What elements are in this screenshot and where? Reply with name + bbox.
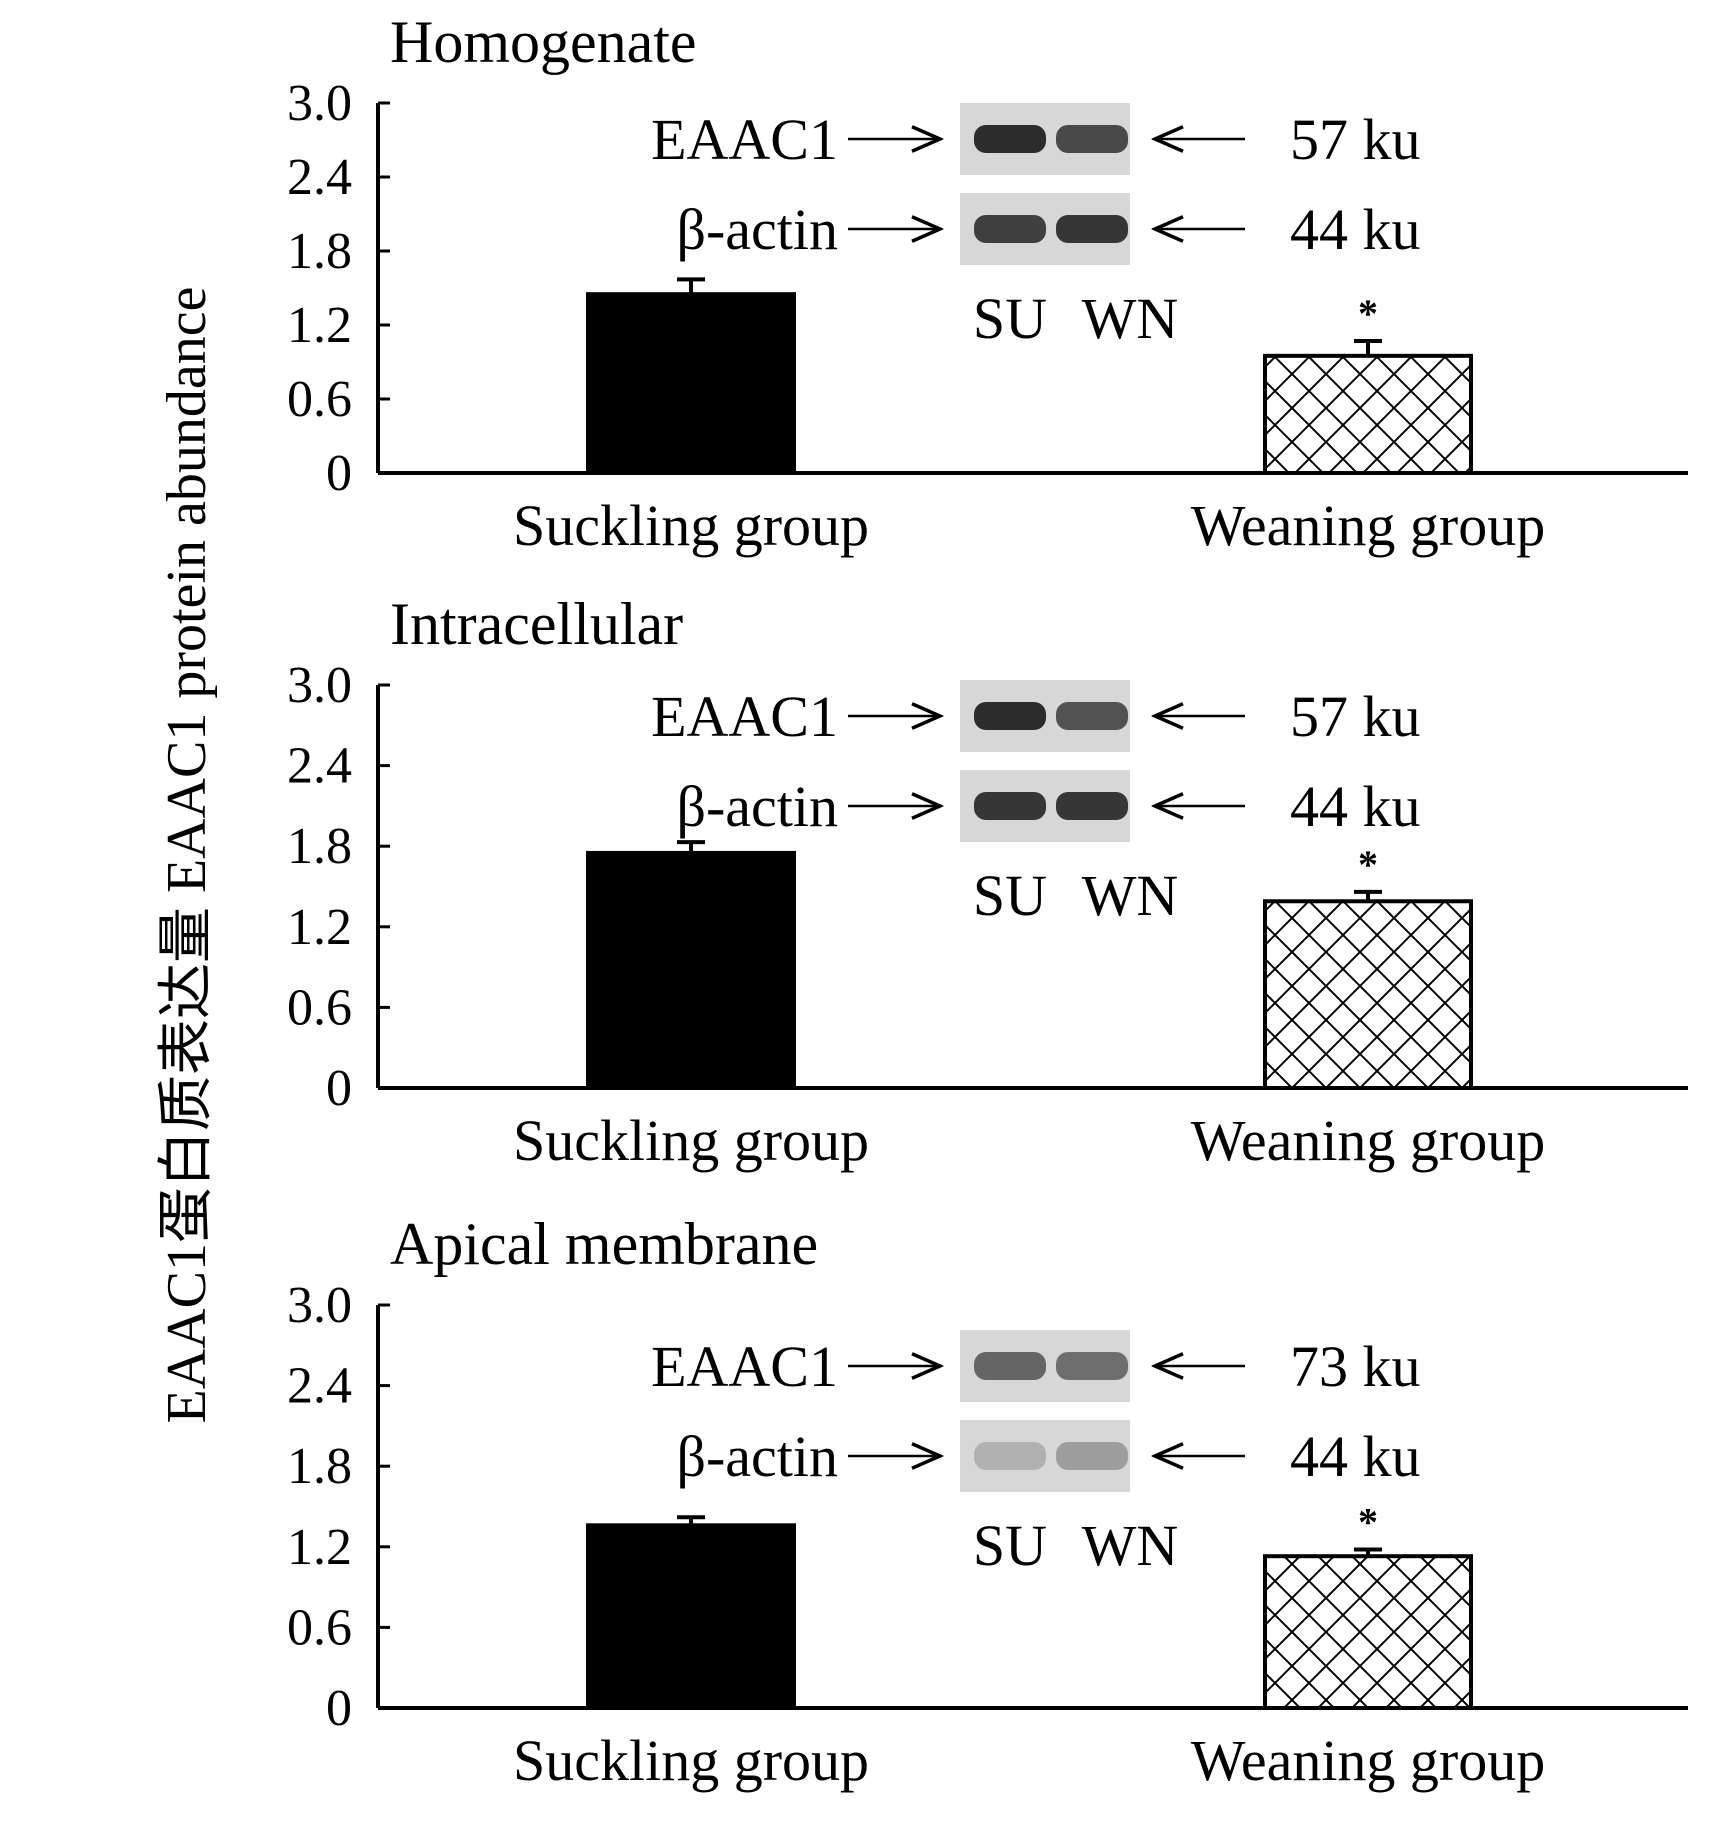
blot-band [1056,1352,1128,1380]
y-tick-label: 0 [326,1680,352,1737]
blot-band [1056,702,1128,730]
blot-band [1056,125,1128,153]
y-tick-label: 2.4 [287,149,352,206]
y-tick-label: 3.0 [287,1277,352,1334]
bar [586,850,796,1091]
y-tick-label: 0 [326,1060,352,1117]
blot-lane-label: SU [973,1513,1047,1578]
blot-band [1056,1442,1128,1470]
significance-marker: * [1358,1499,1378,1544]
y-tick-label: 2.4 [287,1358,352,1415]
panel-title: Apical membrane [390,1211,818,1277]
blot-band [974,125,1046,153]
chart-panels: Homogenate 0 0.6 1.2 1.8 2.4 3.0 Suckling group… [287,9,1688,1793]
blot-lane-label: WN [1082,863,1179,928]
blot-band [1056,215,1128,243]
blot-row-label: β-actin [676,774,838,839]
significance-marker: * [1358,842,1378,887]
blot-band [974,1442,1046,1470]
y-tick-label: 1.8 [287,818,352,875]
y-tick-label: 0 [326,445,352,502]
blot-size-label: 73 ku [1290,1334,1421,1399]
y-tick-label: 1.2 [287,1519,352,1576]
panel-title: Intracellular [390,591,683,657]
bar [1263,1554,1473,1711]
y-axis-label: EAAC1蛋白质表达量 EAAC1 protein abundance [156,287,218,1424]
y-tick-label: 0.6 [287,1599,352,1656]
blot-size-label: 57 ku [1290,107,1421,172]
chart-panel: Intracellular 0 0.6 1.2 1.8 2.4 3.0 Suckling gr… [287,591,1688,1173]
x-category-label: Weaning group [1191,1108,1546,1173]
blot-row-label: EAAC1 [651,1334,838,1399]
blot-band [974,215,1046,243]
bar [586,292,796,475]
blot-size-label: 44 ku [1290,197,1421,262]
blot-band [974,702,1046,730]
bar [1263,899,1473,1090]
blot-band [974,1352,1046,1380]
bar [1263,353,1473,476]
panel-title: Homogenate [390,9,697,75]
y-tick-label: 1.2 [287,297,352,354]
blot-lane-label: SU [973,863,1047,928]
x-category-label: Suckling group [513,493,869,558]
blot-band [1056,792,1128,820]
y-tick-label: 1.8 [287,223,352,280]
blot-row-label: β-actin [676,197,838,262]
blot-size-label: 57 ku [1290,684,1421,749]
y-tick-label: 0.6 [287,371,352,428]
y-tick-label: 2.4 [287,738,352,795]
blot-lane-label: WN [1082,1513,1179,1578]
blot-lane-label: SU [973,286,1047,351]
blot-lane-label: WN [1082,286,1179,351]
x-category-label: Suckling group [513,1108,869,1173]
x-category-label: Weaning group [1191,493,1546,558]
y-tick-label: 1.2 [287,899,352,956]
x-category-label: Suckling group [513,1728,869,1793]
y-tick-label: 0.6 [287,979,352,1036]
y-tick-label: 3.0 [287,75,352,132]
blot-row-label: EAAC1 [651,107,838,172]
y-tick-label: 1.8 [287,1438,352,1495]
blot-row-label: β-actin [676,1424,838,1489]
blot-size-label: 44 ku [1290,1424,1421,1489]
chart-panel: Apical membrane 0 0.6 1.2 1.8 2.4 3.0 Suckling … [287,1211,1688,1793]
bar [586,1523,796,1710]
y-tick-label: 3.0 [287,657,352,714]
blot-size-label: 44 ku [1290,774,1421,839]
x-category-label: Weaning group [1191,1728,1546,1793]
blot-band [974,792,1046,820]
chart-panel: Homogenate 0 0.6 1.2 1.8 2.4 3.0 Suckling group… [287,9,1688,558]
significance-marker: * [1358,291,1378,336]
blot-row-label: EAAC1 [651,684,838,749]
